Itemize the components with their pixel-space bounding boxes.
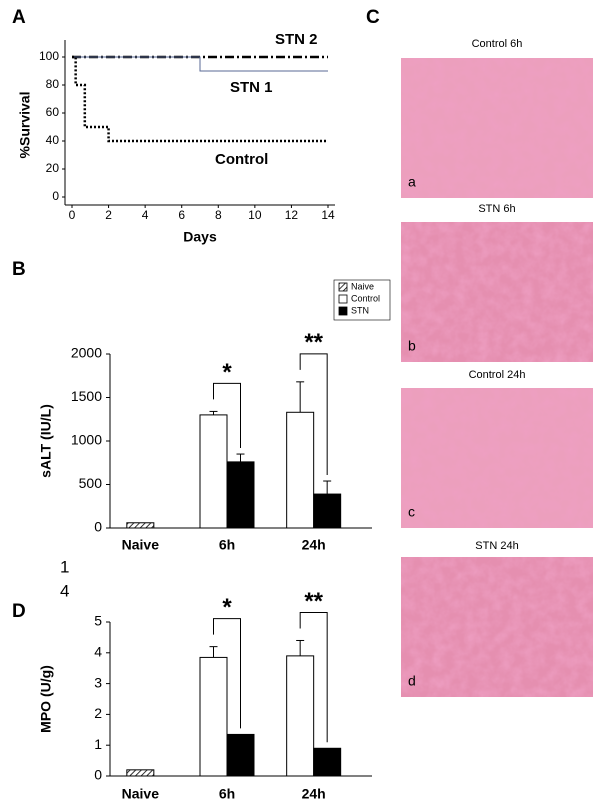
bar <box>226 461 255 529</box>
micrograph-title: STN 6h <box>478 203 515 215</box>
x-tick-label: 6 <box>178 208 185 222</box>
bar <box>313 747 342 777</box>
micrograph-label: b <box>408 338 416 354</box>
y-axis-label: MPO (U/g) <box>38 665 54 733</box>
bar <box>199 656 228 777</box>
y-axis-label: sALT (IU/L) <box>38 404 54 478</box>
x-tick-label: 8 <box>215 208 222 222</box>
bar <box>286 411 315 529</box>
panel-letter: B <box>12 259 26 280</box>
series-label: STN 2 <box>275 31 318 48</box>
significance-label: * <box>222 359 232 386</box>
y-tick-label: 2 <box>94 705 102 721</box>
significance-bracket <box>299 353 328 476</box>
bar <box>313 493 342 529</box>
x-tick-label: 24h <box>302 537 326 553</box>
stray-text: 4 <box>60 581 69 600</box>
significance-label: ** <box>304 588 323 615</box>
y-tick-label: 1 <box>94 736 102 752</box>
micrograph-title: Control 6h <box>472 38 523 50</box>
y-tick-label: 4 <box>94 644 102 660</box>
x-tick-label: 4 <box>142 208 149 222</box>
bar <box>126 522 155 529</box>
micrograph-title: Control 24h <box>469 369 526 381</box>
y-tick-label: 5 <box>94 613 102 629</box>
y-tick-label: 80 <box>46 77 60 91</box>
y-axis-label: %Survival <box>17 92 33 159</box>
legend-label: Naive <box>351 281 374 291</box>
y-tick-label: 500 <box>79 475 103 491</box>
x-tick-label: 14 <box>321 208 335 222</box>
significance-bracket <box>213 618 241 729</box>
x-tick-label: Naive <box>122 786 160 802</box>
micrograph-label: c <box>408 504 415 520</box>
micrograph-texture <box>401 222 593 362</box>
y-tick-label: 1000 <box>71 432 102 448</box>
y-tick-label: 2000 <box>71 345 102 361</box>
panel-letter: A <box>12 7 26 28</box>
bar <box>199 414 228 529</box>
x-tick-label: 6h <box>219 786 235 802</box>
y-tick-label: 0 <box>94 519 102 535</box>
x-tick-label: 2 <box>105 208 112 222</box>
legend-label: STN <box>351 305 369 315</box>
x-axis-label: Days <box>183 229 217 245</box>
legend-label: Control <box>351 293 380 303</box>
legend-swatch <box>338 282 348 292</box>
micrograph-texture <box>401 58 593 198</box>
stray-text: 1 <box>60 557 69 576</box>
x-tick-label: 10 <box>248 208 262 222</box>
y-tick-label: 100 <box>39 49 59 63</box>
x-tick-label: 12 <box>285 208 299 222</box>
panel-letter: C <box>366 7 380 28</box>
legend-swatch <box>338 306 348 316</box>
bar <box>286 655 315 777</box>
micrograph-texture <box>401 388 593 528</box>
survival-line <box>72 55 328 143</box>
x-tick-label: 24h <box>302 786 326 802</box>
series-label: Control <box>215 151 268 168</box>
legend-swatch <box>338 294 348 304</box>
y-tick-label: 0 <box>52 189 59 203</box>
x-tick-label: Naive <box>122 537 160 553</box>
y-tick-label: 0 <box>94 767 102 783</box>
survival-line <box>72 56 328 72</box>
y-tick-label: 40 <box>46 133 60 147</box>
bar <box>226 733 255 777</box>
panel-letter: D <box>12 601 26 622</box>
significance-bracket <box>213 382 241 449</box>
micrograph-label: a <box>408 174 416 190</box>
y-tick-label: 60 <box>46 105 60 119</box>
significance-label: ** <box>304 329 323 356</box>
series-label: STN 1 <box>230 79 273 96</box>
micrograph-texture <box>401 557 593 697</box>
micrograph-title: STN 24h <box>475 540 518 552</box>
y-tick-label: 3 <box>94 674 102 690</box>
bar <box>126 769 155 777</box>
significance-bracket <box>299 611 328 743</box>
significance-label: * <box>222 594 232 621</box>
x-tick-label: 6h <box>219 537 235 553</box>
micrograph-label: d <box>408 673 416 689</box>
y-tick-label: 20 <box>46 161 60 175</box>
x-tick-label: 0 <box>69 208 76 222</box>
y-tick-label: 1500 <box>71 388 102 404</box>
